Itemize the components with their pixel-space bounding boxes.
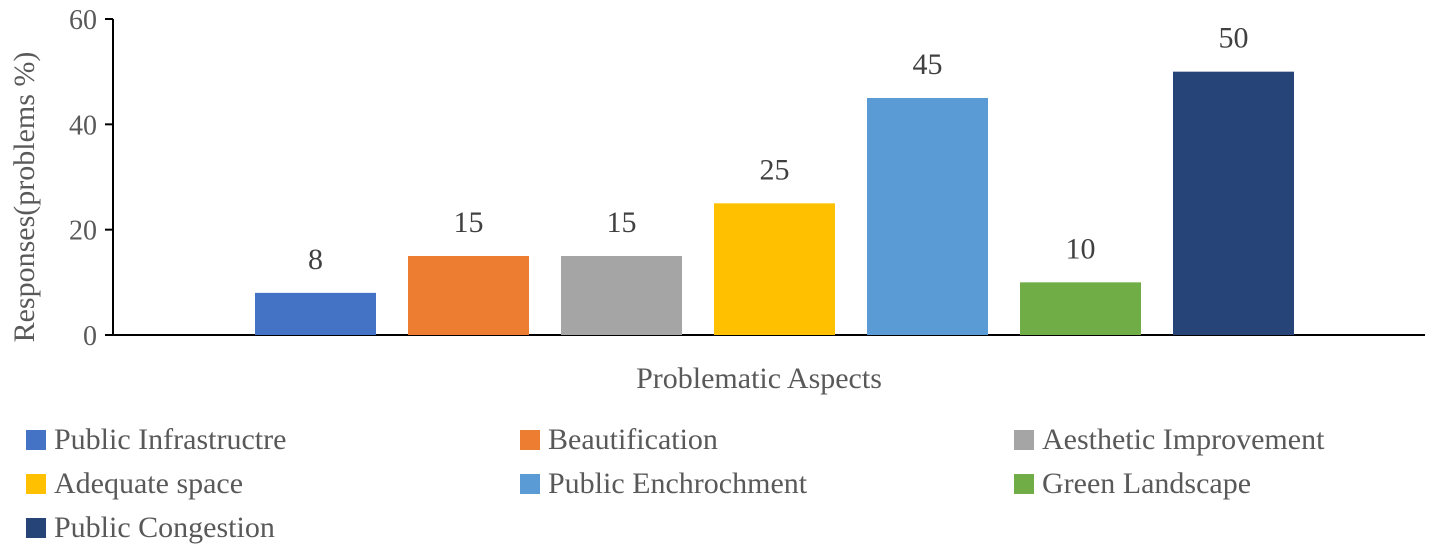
legend-item: Green Landscape: [1014, 464, 1251, 504]
legend-item: Beautification: [520, 420, 718, 460]
y-axis-ticks: 0 20 40 60: [69, 5, 113, 352]
legend-label: Beautification: [548, 423, 718, 456]
legend-label: Green Landscape: [1042, 467, 1252, 500]
bar-public-enchrochment: [867, 98, 988, 335]
bar-public-congestion: [1173, 71, 1294, 336]
x-axis-title: Problematic Aspects: [636, 362, 882, 395]
data-label: 25: [760, 153, 790, 186]
data-label: 15: [454, 206, 484, 239]
data-label: 10: [1066, 232, 1096, 265]
bars: [255, 71, 1294, 336]
legend-swatch: [26, 518, 46, 538]
legend-swatch: [26, 474, 46, 494]
legend-label: Public Congestion: [54, 511, 275, 544]
legend-swatch: [520, 430, 540, 450]
data-label: 45: [913, 48, 943, 81]
legend-item: Public Infrastructre: [26, 420, 286, 460]
y-tick-label: 40: [69, 110, 97, 141]
data-label: 15: [607, 206, 637, 239]
bar-adequate-space: [714, 203, 835, 335]
legend-label: Public Enchrochment: [548, 467, 808, 500]
data-label: 50: [1219, 22, 1249, 55]
bar-public-infrastructre: [255, 292, 376, 335]
legend-swatch: [26, 430, 46, 450]
legend-label: Adequate space: [54, 467, 244, 500]
legend-swatch: [1014, 474, 1034, 494]
legend-label: Aesthetic Improvement: [1042, 423, 1325, 456]
y-tick-label: 20: [69, 216, 97, 247]
bar-chart: 0 20 40 60 8 15 15 25 45 10 50 Problematic Aspect…: [8, 5, 1425, 395]
legend-swatch: [1014, 430, 1034, 450]
data-labels: 8 15 15 25 45 10 50: [308, 22, 1249, 276]
legend-item: Aesthetic Improvement: [1014, 420, 1324, 460]
legend-swatch: [520, 474, 540, 494]
data-label: 8: [308, 243, 323, 276]
y-axis-title: Responses(problems %): [8, 52, 41, 343]
bar-green-landscape: [1020, 282, 1141, 335]
legend-item: Public Enchrochment: [520, 464, 807, 504]
bar-beautification: [408, 256, 529, 335]
y-tick-label: 0: [83, 321, 97, 352]
bar-aesthetic-improvement: [561, 256, 682, 335]
legend-item: Adequate space: [26, 464, 243, 504]
legend-item: Public Congestion: [26, 508, 275, 548]
legend-label: Public Infrastructre: [54, 423, 287, 456]
y-tick-label: 60: [69, 5, 97, 36]
